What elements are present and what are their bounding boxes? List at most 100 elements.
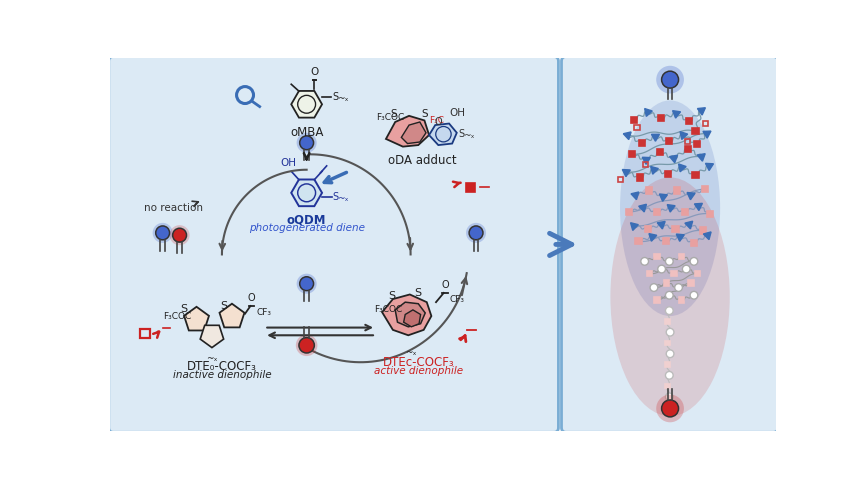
Ellipse shape — [297, 273, 317, 294]
Polygon shape — [659, 194, 668, 201]
Bar — [671, 271, 676, 276]
Bar — [685, 138, 690, 144]
Bar — [686, 118, 692, 124]
Bar — [700, 227, 706, 234]
Bar — [663, 238, 670, 244]
FancyBboxPatch shape — [561, 57, 778, 432]
Bar — [644, 226, 650, 232]
Ellipse shape — [466, 223, 486, 243]
Polygon shape — [670, 155, 677, 163]
Bar — [679, 297, 684, 302]
Text: S: S — [333, 192, 339, 202]
Bar — [636, 238, 642, 244]
Polygon shape — [631, 192, 639, 199]
Bar — [665, 384, 670, 388]
Polygon shape — [680, 132, 688, 139]
Polygon shape — [395, 302, 426, 327]
Polygon shape — [404, 310, 420, 327]
Text: O: O — [311, 67, 318, 77]
Bar — [679, 254, 684, 259]
Bar — [665, 319, 670, 324]
Polygon shape — [687, 193, 695, 200]
Polygon shape — [667, 205, 675, 212]
Text: DTEc-COCF₃: DTEc-COCF₃ — [382, 356, 454, 369]
Circle shape — [641, 257, 649, 265]
FancyArrowPatch shape — [549, 233, 572, 256]
Bar — [674, 187, 680, 194]
Bar — [665, 362, 670, 367]
Circle shape — [690, 257, 698, 265]
Polygon shape — [697, 154, 705, 161]
Bar — [638, 140, 644, 146]
Polygon shape — [220, 304, 245, 327]
Polygon shape — [292, 180, 322, 206]
Polygon shape — [676, 234, 684, 242]
Bar — [140, 329, 150, 338]
Bar — [657, 149, 663, 155]
Polygon shape — [184, 307, 209, 331]
Circle shape — [173, 228, 187, 242]
Ellipse shape — [170, 225, 189, 245]
Bar — [672, 226, 678, 232]
Bar — [647, 271, 652, 276]
Text: inactive dienophile: inactive dienophile — [173, 370, 272, 380]
Polygon shape — [386, 116, 429, 147]
Polygon shape — [650, 166, 658, 174]
Text: OH: OH — [280, 158, 296, 168]
Polygon shape — [695, 203, 702, 211]
Polygon shape — [292, 91, 322, 118]
Bar — [691, 240, 697, 246]
Bar — [692, 172, 699, 178]
Text: S: S — [414, 288, 421, 298]
Text: ~ₓ: ~ₓ — [336, 93, 349, 103]
Polygon shape — [685, 221, 693, 229]
Circle shape — [156, 226, 170, 240]
Bar — [666, 138, 672, 144]
Polygon shape — [706, 164, 714, 170]
Text: F₃C: F₃C — [429, 116, 444, 125]
Ellipse shape — [657, 394, 684, 422]
Ellipse shape — [657, 66, 684, 93]
Text: ~ₓ: ~ₓ — [337, 194, 349, 203]
Circle shape — [662, 400, 678, 417]
Text: O: O — [434, 117, 442, 127]
Text: no reaction: no reaction — [144, 203, 203, 213]
Bar — [664, 170, 671, 177]
Circle shape — [665, 393, 673, 401]
Polygon shape — [697, 108, 705, 115]
Circle shape — [650, 284, 657, 291]
Bar — [707, 211, 714, 217]
Text: F₃COC: F₃COC — [375, 305, 402, 315]
Text: photogenerated diene: photogenerated diene — [248, 223, 365, 233]
Text: F₃COC: F₃COC — [376, 113, 404, 122]
Bar — [702, 121, 708, 126]
Polygon shape — [644, 108, 652, 116]
Text: S: S — [421, 109, 428, 119]
Polygon shape — [200, 325, 224, 348]
Circle shape — [299, 136, 314, 150]
Bar — [466, 183, 475, 192]
Circle shape — [662, 71, 678, 88]
Text: CF₃: CF₃ — [450, 295, 465, 303]
Circle shape — [665, 291, 673, 299]
Ellipse shape — [297, 133, 317, 153]
Text: S: S — [181, 304, 188, 314]
Polygon shape — [382, 294, 432, 335]
FancyBboxPatch shape — [109, 57, 559, 432]
Text: oMBA: oMBA — [290, 126, 324, 139]
Circle shape — [657, 265, 665, 273]
Bar — [685, 146, 691, 152]
Text: S: S — [458, 129, 465, 139]
Text: S: S — [388, 291, 395, 301]
Polygon shape — [631, 223, 638, 230]
Circle shape — [469, 226, 483, 240]
Bar — [689, 280, 694, 286]
Polygon shape — [643, 157, 650, 165]
Circle shape — [299, 338, 314, 353]
Circle shape — [666, 328, 674, 336]
Circle shape — [665, 307, 673, 315]
Bar — [702, 186, 708, 192]
Polygon shape — [624, 132, 631, 139]
Bar — [695, 271, 701, 276]
Bar — [654, 297, 660, 302]
